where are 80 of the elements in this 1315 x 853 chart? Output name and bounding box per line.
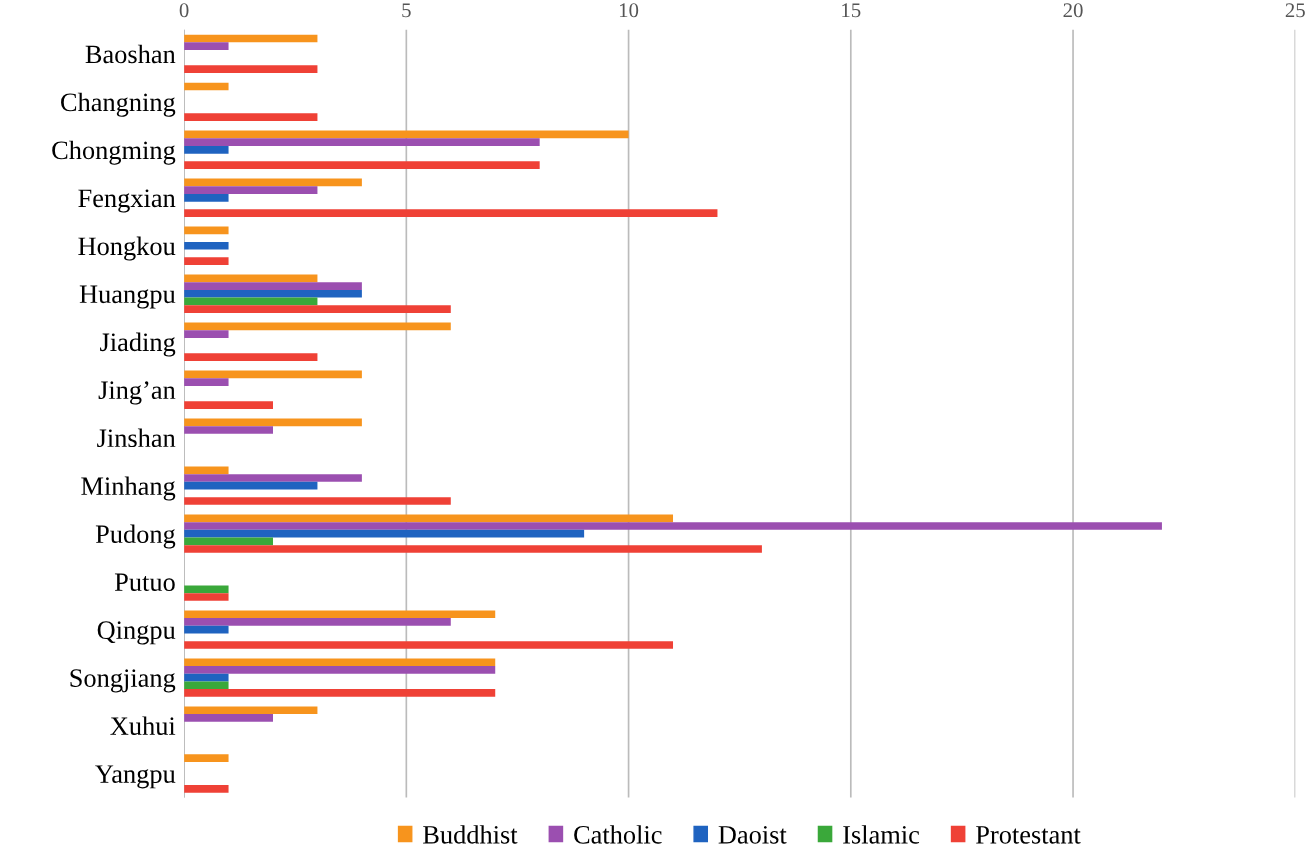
bar <box>184 322 451 331</box>
bar <box>184 618 451 626</box>
bar <box>184 610 496 619</box>
legend-label: Buddhist <box>423 825 518 844</box>
bar <box>184 130 629 139</box>
y-tick-label: Yangpu <box>95 765 176 789</box>
bar <box>184 305 451 313</box>
bar <box>184 522 1162 530</box>
bar <box>184 666 496 674</box>
bar <box>184 241 229 250</box>
y-tick-label: Fengxian <box>78 189 176 213</box>
bar <box>184 418 362 427</box>
bar <box>184 370 362 379</box>
bar <box>184 689 496 697</box>
y-tick-label: Huangpu <box>79 285 176 309</box>
bar <box>184 537 273 546</box>
bar <box>184 497 451 505</box>
bar <box>184 145 229 154</box>
bar <box>184 186 318 194</box>
bar <box>184 353 318 361</box>
bar <box>184 289 362 298</box>
bar <box>184 138 540 146</box>
bar <box>184 378 229 386</box>
bar <box>184 641 674 649</box>
legend-label: Protestant <box>976 826 1081 844</box>
bar <box>184 282 362 290</box>
bar <box>184 545 762 553</box>
y-tick-label: Chongming <box>52 140 176 165</box>
bar <box>184 673 229 682</box>
bar <box>184 681 229 690</box>
x-tick-label: 20 <box>1063 3 1083 18</box>
bar <box>184 330 229 338</box>
bar <box>184 65 318 74</box>
y-tick-label: Qingpu <box>97 621 176 645</box>
bar <box>184 585 229 594</box>
bar <box>184 474 362 482</box>
legend-label: Daoist <box>718 825 787 844</box>
y-tick-label: Jiading <box>100 332 176 357</box>
y-tick-label: Hongkou <box>78 236 176 261</box>
y-tick-label: Baoshan <box>85 44 176 64</box>
bar <box>184 42 229 51</box>
bar <box>184 113 318 122</box>
bar <box>184 466 229 475</box>
legend-label: Catholic <box>574 825 662 844</box>
bar <box>184 426 273 434</box>
bar <box>184 754 229 763</box>
y-tick-label: Songjiang <box>70 669 176 693</box>
bar <box>184 297 318 306</box>
bar <box>184 625 229 634</box>
x-tick-label: 15 <box>842 3 861 18</box>
y-tick-label: Pudong <box>95 524 176 549</box>
bar <box>184 193 229 202</box>
x-tick-label: 5 <box>402 3 411 18</box>
bar <box>184 257 229 265</box>
y-tick-label: Jinshan <box>97 428 176 448</box>
bar <box>184 706 318 715</box>
bar <box>184 274 318 283</box>
bar <box>184 785 229 793</box>
x-tick-label: 10 <box>619 3 639 18</box>
x-tick-label: 0 <box>179 3 189 18</box>
bar <box>184 209 718 217</box>
bar <box>184 714 273 722</box>
y-tick-label: Xuhui <box>110 716 176 735</box>
bar <box>184 161 540 169</box>
bar <box>184 82 229 91</box>
bar <box>184 178 362 187</box>
bar <box>184 34 318 43</box>
bar <box>184 658 496 667</box>
bar <box>184 401 273 409</box>
bar <box>184 514 674 523</box>
bar <box>184 481 318 490</box>
y-tick-label: Minhang <box>81 476 176 501</box>
legend-label: Islamic <box>843 825 920 844</box>
x-tick-label: 25 <box>1285 3 1305 18</box>
bar <box>184 226 229 235</box>
y-tick-label: Jing’an <box>98 381 176 405</box>
y-tick-label: Putuo <box>114 573 175 592</box>
y-tick-label: Changning <box>61 92 176 117</box>
bar <box>184 593 229 601</box>
bar <box>184 529 585 538</box>
